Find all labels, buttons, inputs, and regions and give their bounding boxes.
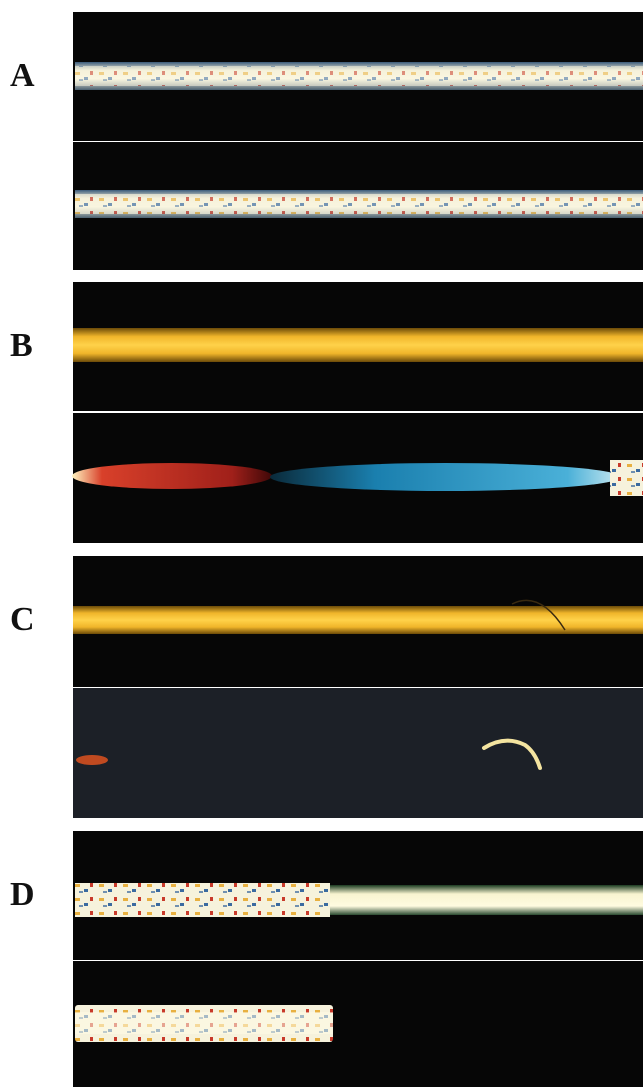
figure: A B C D — [0, 0, 643, 1087]
stripe — [73, 328, 643, 362]
panel-bg — [73, 688, 643, 818]
stripe — [330, 885, 643, 915]
fragment — [76, 755, 108, 765]
texture — [75, 194, 643, 214]
texture — [75, 66, 643, 86]
streak — [72, 463, 272, 489]
stripe — [75, 883, 330, 917]
streak — [270, 463, 620, 491]
panel-label: A — [10, 57, 35, 94]
panel-label: C — [10, 601, 35, 638]
texture — [75, 1012, 333, 1034]
panel-label: B — [10, 327, 33, 364]
texture — [610, 460, 643, 496]
panel-label: D — [10, 876, 35, 913]
